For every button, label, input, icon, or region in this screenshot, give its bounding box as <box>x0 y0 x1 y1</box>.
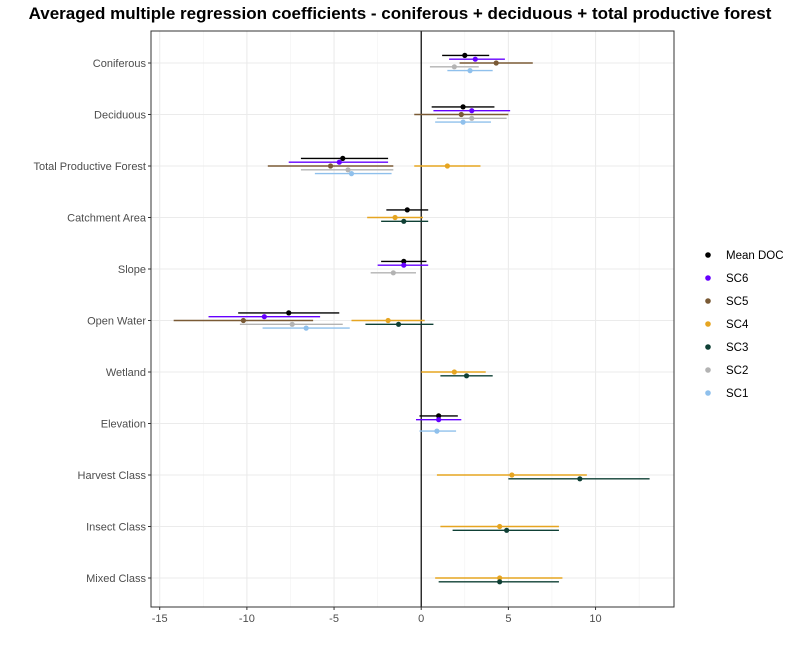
estimate-point <box>348 171 355 177</box>
legend-label: SC2 <box>726 365 748 377</box>
y-tick-label: Mixed Class <box>86 573 146 585</box>
estimate-point <box>493 60 499 66</box>
estimate-point <box>444 163 450 169</box>
estimate-point <box>451 369 457 375</box>
estimate-point <box>462 52 468 59</box>
estimate-point <box>401 262 407 268</box>
estimate-point <box>345 167 351 173</box>
estimate-point <box>497 523 503 530</box>
legend-label: Mean DOC <box>726 250 784 262</box>
legend-label: SC6 <box>726 273 748 285</box>
axis-layer: Coniferous Deciduous Total Productive Fore… <box>34 30 675 625</box>
estimate-point <box>469 108 475 114</box>
estimate-point <box>303 325 309 331</box>
y-tick-label: Coniferous <box>93 58 147 70</box>
x-tick-label: 10 <box>589 613 601 625</box>
estimate-point <box>497 575 503 581</box>
estimate-point <box>401 218 407 224</box>
estimate-point <box>404 207 410 213</box>
estimate-point <box>327 163 334 169</box>
x-tick-label: 5 <box>505 613 511 625</box>
estimate-point <box>289 321 295 327</box>
estimate-point <box>467 68 473 74</box>
data-layer <box>173 31 650 607</box>
estimate-point <box>436 413 442 419</box>
legend-key <box>705 321 711 327</box>
estimate-point <box>395 321 402 327</box>
estimate-point <box>504 527 510 533</box>
y-tick-label: Wetland <box>106 367 146 379</box>
legend-label: SC5 <box>726 296 748 308</box>
estimate-point <box>436 417 442 423</box>
estimate-point <box>460 104 466 110</box>
y-tick-label: Insect Class <box>86 522 146 534</box>
plot-panel <box>151 31 674 607</box>
legend-label: SC4 <box>726 319 749 331</box>
estimate-point <box>451 64 457 70</box>
estimate-point <box>286 310 292 316</box>
legend-key <box>705 275 711 281</box>
estimate-point <box>469 115 475 121</box>
x-tick-label: 0 <box>418 613 424 625</box>
legend-key <box>705 252 711 258</box>
y-tick-label: Catchment Area <box>67 213 147 225</box>
y-tick-label: Total Productive Forest <box>34 161 147 173</box>
estimate-point <box>261 314 267 320</box>
y-tick-label: Deciduous <box>94 110 146 122</box>
estimate-point <box>340 155 346 161</box>
y-tick-label: Elevation <box>101 419 146 431</box>
y-tick-label: Slope <box>118 264 146 276</box>
estimate-point <box>401 258 407 264</box>
legend-key <box>705 367 711 373</box>
y-tick-label: Open Water <box>87 316 146 328</box>
estimate-point <box>385 317 391 324</box>
legend-label: SC1 <box>726 388 748 400</box>
x-tick-label: -5 <box>329 613 339 625</box>
legend-key <box>705 390 711 396</box>
estimate-point <box>336 159 342 165</box>
estimate-point <box>472 56 478 62</box>
estimate-point <box>577 476 583 482</box>
x-tick-label: -15 <box>152 613 168 625</box>
estimate-point <box>458 111 464 118</box>
estimate-point <box>392 214 398 221</box>
legend-key <box>705 344 711 350</box>
estimate-point <box>509 472 515 478</box>
estimate-point <box>434 428 440 434</box>
estimate-point <box>463 373 470 379</box>
estimate-point <box>497 579 503 585</box>
y-tick-label: Harvest Class <box>78 470 147 482</box>
panel-border <box>150 30 675 608</box>
chart-title: Averaged multiple regression coefficient… <box>28 4 772 23</box>
legend-label: SC3 <box>726 342 748 354</box>
legend: Mean DOC SC6 SC5 SC4 SC3 SC2 SC1 <box>705 250 784 400</box>
legend-key <box>705 298 711 304</box>
grid-layer <box>151 31 674 607</box>
estimate-point <box>460 119 466 125</box>
x-tick-label: -10 <box>239 613 255 625</box>
estimate-point <box>240 317 246 324</box>
estimate-point <box>390 270 396 276</box>
